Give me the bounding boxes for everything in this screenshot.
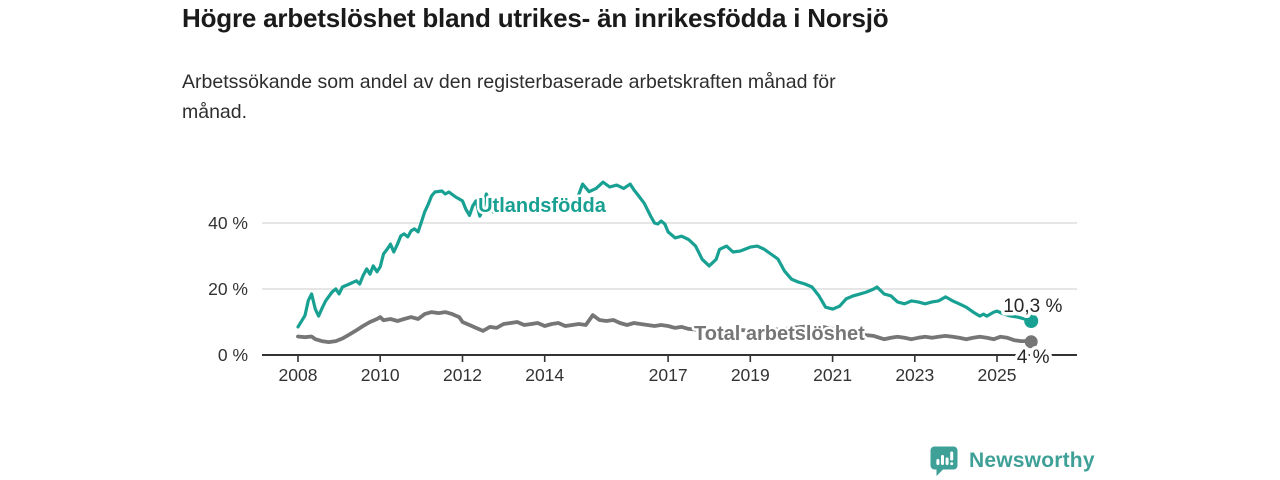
chart-area: 2008 2010 2012 2014 2017 2019 2021 2023 2025 0 % 2… <box>180 158 1130 410</box>
subtitle-line-1: Arbetssökande som andel av den registerb… <box>182 71 836 93</box>
y-tick-label-40pct: 40 % <box>208 213 248 233</box>
series-label-utlandsfodda: Utlandsfödda <box>478 195 607 217</box>
end-value-label-total-arbetsloshet: 4 % <box>1017 347 1050 368</box>
x-tick-label-2021: 2021 <box>813 365 852 385</box>
y-tick-label-0pct: 0 % <box>218 345 248 365</box>
x-tick-label-2023: 2023 <box>895 365 934 385</box>
newsworthy-logo-icon <box>928 444 960 477</box>
x-tick-label-2012: 2012 <box>443 365 482 385</box>
line-chart: 2008 2010 2012 2014 2017 2019 2021 2023 2025 0 % 2… <box>208 180 1077 385</box>
footer: Newsworthy <box>928 444 1095 477</box>
end-value-label-utlandsfodda: 10,3 % <box>1003 296 1062 317</box>
x-tick-label-2014: 2014 <box>525 365 564 385</box>
x-tick-label-2019: 2019 <box>731 365 770 385</box>
newsworthy-brand-text: Newsworthy <box>969 448 1095 472</box>
series-end-dot-utlandsfodda <box>1024 314 1039 328</box>
series-label-total-arbetsloshet: Total arbetslöshet <box>694 323 865 345</box>
x-tick-label-2010: 2010 <box>361 365 400 385</box>
subtitle-line-2: månad. <box>182 101 248 123</box>
x-tick-label-2008: 2008 <box>279 365 318 385</box>
series-line-total-arbetsloshet <box>296 310 1034 345</box>
x-tick-label-2025: 2025 <box>978 365 1017 385</box>
series-line-utlandsfodda <box>296 180 1033 329</box>
page-title: Högre arbetslöshet bland utrikes- än inr… <box>182 3 889 33</box>
x-tick-label-2017: 2017 <box>649 365 688 385</box>
series-end-dot-total-arbetsloshet <box>1024 335 1038 349</box>
page-subtitle: Arbetssökande som andel av den registerb… <box>182 67 836 127</box>
y-tick-label-20pct: 20 % <box>208 279 248 299</box>
